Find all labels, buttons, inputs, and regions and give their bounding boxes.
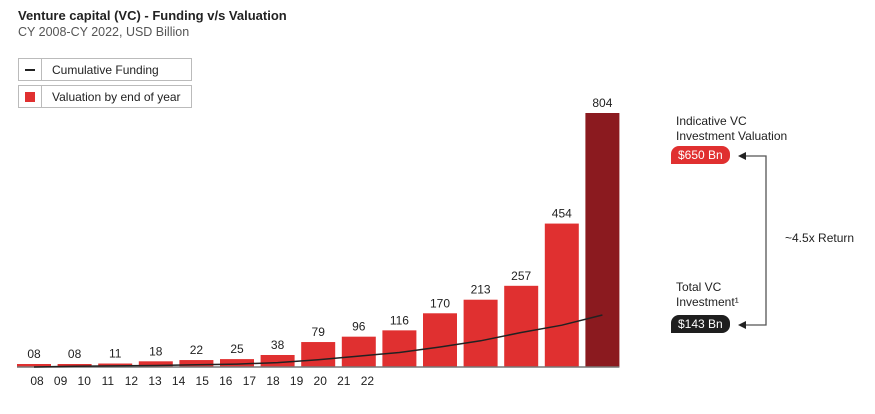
x-tick-label: 20	[314, 374, 328, 388]
bar	[220, 359, 254, 367]
bar-value-label: 96	[352, 320, 366, 334]
bar-value-label: 79	[312, 325, 326, 339]
arrow-left-icon	[738, 152, 746, 160]
bar	[585, 113, 620, 367]
x-tick-label: 15	[196, 374, 210, 388]
legend-label: Cumulative Funding	[52, 62, 159, 77]
bar	[260, 354, 295, 367]
x-tick-label: 21	[337, 374, 351, 388]
cumulative-funding-line	[33, 314, 603, 368]
x-tick-label: 19	[290, 374, 304, 388]
bar-value-label: 08	[27, 347, 41, 361]
chart-subtitle: CY 2008-CY 2022, USD Billion	[18, 25, 190, 39]
bar-value-label: 116	[390, 313, 409, 327]
line-swatch-icon	[19, 68, 41, 71]
bar-value-label: 25	[230, 342, 244, 356]
bar	[17, 364, 51, 367]
x-tick-label: 22	[361, 374, 375, 388]
bar	[341, 336, 376, 367]
bar-value-label: 804	[592, 96, 612, 110]
arrow-left-icon	[738, 321, 746, 329]
x-tick-label: 08	[30, 374, 44, 388]
bar-value-label: 38	[271, 338, 285, 352]
legend-item-valuation: Valuation by end of year	[18, 85, 192, 108]
bar	[423, 313, 457, 367]
bar	[382, 330, 417, 367]
investment-annotation: Total VC Investment¹	[676, 280, 739, 309]
legend-label: Valuation by end of year	[52, 89, 181, 104]
bar-value-label: 18	[149, 344, 163, 358]
x-tick-label: 09	[54, 374, 68, 388]
x-tick-label: 13	[148, 374, 162, 388]
return-bracket	[740, 155, 767, 326]
return-annotation: ~4.5x Return	[785, 231, 855, 245]
valuation-annotation: Indicative VC Investment Valuation	[676, 114, 788, 143]
x-tick-label: 16	[219, 374, 233, 388]
bar	[463, 299, 498, 367]
bar-value-label: 08	[68, 347, 82, 361]
bar	[57, 364, 92, 367]
x-tick-label: 14	[172, 374, 186, 388]
bar-value-label: 454	[552, 207, 572, 221]
x-tick-label: 18	[266, 374, 280, 388]
bar	[301, 342, 336, 367]
x-tick-label: 17	[243, 374, 257, 388]
bar-value-label: 11	[109, 347, 122, 361]
bar-value-label: 170	[430, 296, 450, 310]
bar-value-label: 213	[471, 283, 491, 297]
bar	[179, 360, 214, 367]
x-tick-label: 11	[102, 374, 115, 388]
chart-title: Venture capital (VC) - Funding v/s Valua…	[18, 8, 287, 23]
bar	[138, 361, 173, 367]
bar	[544, 223, 579, 367]
bar-value-label: 257	[511, 269, 531, 283]
x-tick-label: 10	[78, 374, 92, 388]
square-swatch-icon	[19, 91, 41, 102]
bar-value-label: 22	[190, 343, 204, 357]
bar	[504, 285, 539, 367]
legend-item-cumulative-funding: Cumulative Funding	[18, 58, 192, 81]
valuation-pill: $650 Bn	[671, 146, 730, 164]
x-tick-label: 12	[125, 374, 139, 388]
investment-pill: $143 Bn	[671, 315, 730, 333]
